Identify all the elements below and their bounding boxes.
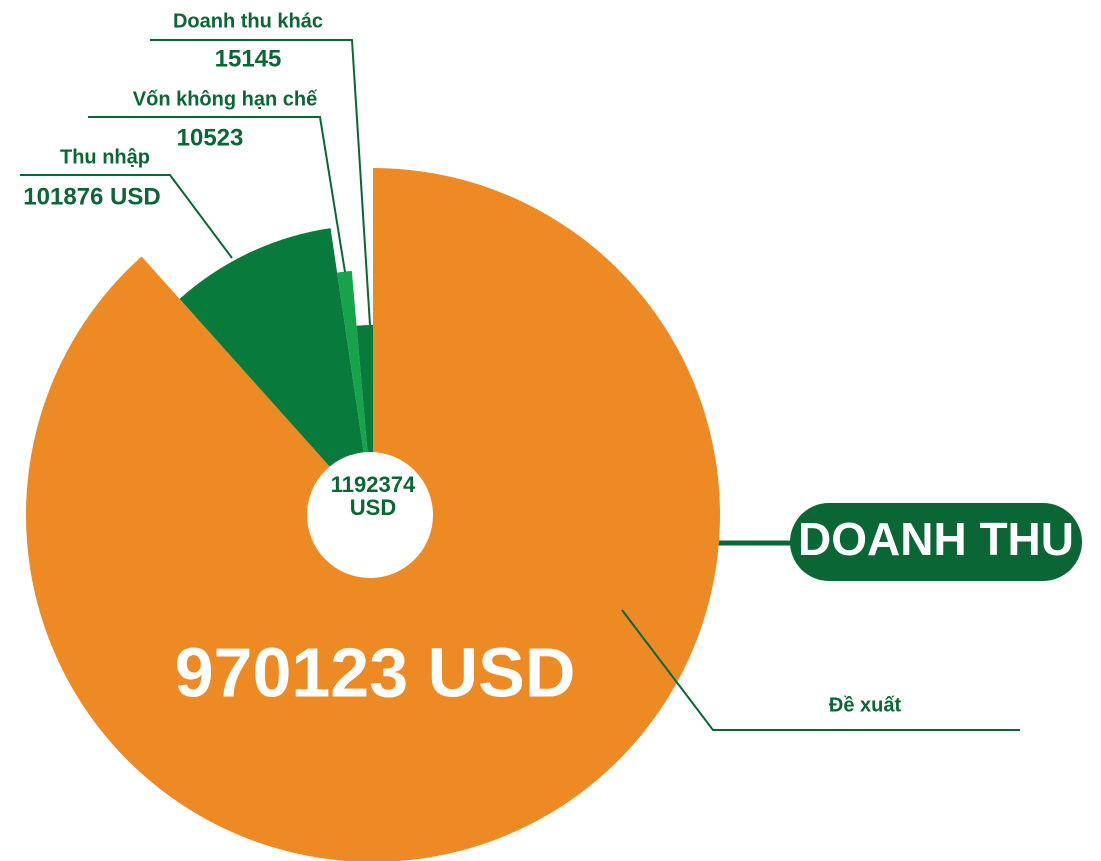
pie-slice [26, 168, 720, 861]
value-label: 970123 USD [175, 633, 576, 711]
value-label: 10523 [177, 124, 244, 151]
category-label: Đề xuất [829, 694, 902, 716]
category-label: Thu nhập [60, 146, 150, 168]
value-label: 15145 [215, 45, 282, 72]
center-hole [307, 452, 433, 578]
center-label: 1192374 USD [330, 472, 416, 520]
leader-line [621, 609, 1020, 731]
category-label: Doanh thu khác [173, 10, 323, 32]
pie-slice [179, 228, 373, 515]
leader-line [88, 116, 346, 273]
category-label: Vốn không hạn chế [133, 88, 318, 110]
leader-line [20, 174, 233, 259]
chart-title: DOANH THU [798, 513, 1074, 565]
value-label: 101876 USD [23, 183, 160, 210]
leader-line [150, 39, 371, 326]
title-pill [790, 503, 1082, 581]
